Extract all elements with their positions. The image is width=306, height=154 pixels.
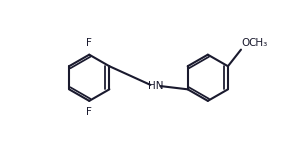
Text: F: F — [86, 107, 92, 117]
Text: HN: HN — [148, 81, 164, 91]
Text: F: F — [86, 38, 92, 48]
Text: CH₃: CH₃ — [248, 38, 268, 48]
Text: O: O — [241, 38, 250, 48]
